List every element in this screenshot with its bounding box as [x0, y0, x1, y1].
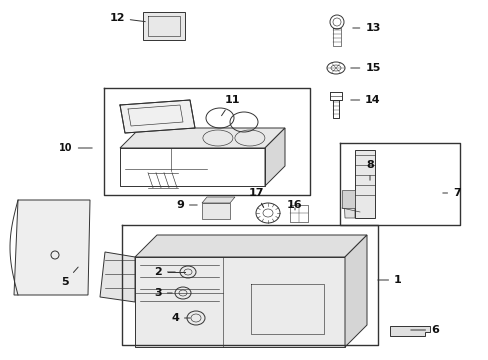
Polygon shape — [345, 235, 366, 347]
Text: 3: 3 — [154, 288, 172, 298]
Polygon shape — [120, 128, 285, 148]
Text: 6: 6 — [410, 325, 438, 335]
Text: 9: 9 — [176, 200, 197, 210]
Polygon shape — [341, 190, 354, 208]
Text: 15: 15 — [350, 63, 380, 73]
Text: 14: 14 — [350, 95, 380, 105]
Text: 1: 1 — [377, 275, 401, 285]
Polygon shape — [14, 200, 90, 295]
Text: 13: 13 — [352, 23, 380, 33]
Polygon shape — [264, 128, 285, 186]
Text: 12: 12 — [109, 13, 145, 23]
Polygon shape — [354, 150, 374, 218]
Text: 11: 11 — [221, 95, 239, 116]
Polygon shape — [135, 235, 366, 257]
Polygon shape — [120, 100, 195, 133]
Text: 4: 4 — [171, 313, 190, 323]
Text: 2: 2 — [154, 267, 175, 277]
Polygon shape — [343, 195, 354, 218]
Polygon shape — [135, 257, 345, 347]
Polygon shape — [202, 203, 229, 219]
Polygon shape — [202, 197, 235, 203]
Text: 16: 16 — [286, 200, 302, 210]
Text: 7: 7 — [442, 188, 460, 198]
Polygon shape — [389, 326, 429, 336]
Text: 5: 5 — [61, 267, 78, 287]
Text: 17: 17 — [248, 188, 263, 208]
Polygon shape — [142, 12, 184, 40]
Text: 8: 8 — [366, 160, 373, 180]
Polygon shape — [128, 105, 183, 126]
Text: 10: 10 — [59, 143, 92, 153]
Polygon shape — [100, 252, 135, 302]
